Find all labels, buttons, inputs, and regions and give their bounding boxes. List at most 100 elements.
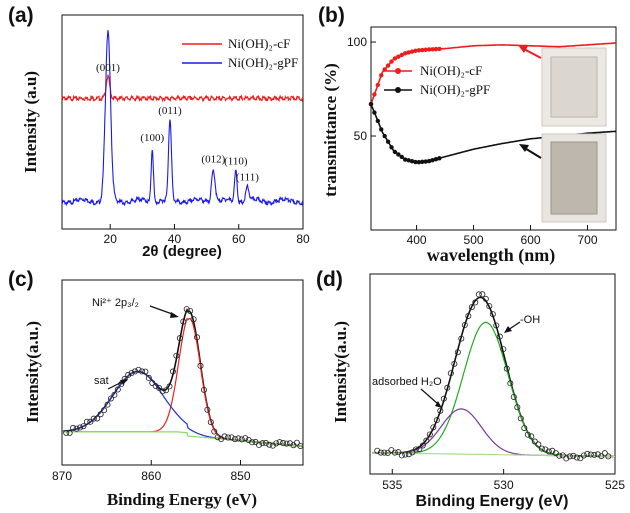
trans-marker-gpf bbox=[402, 157, 408, 162]
xps-data-point bbox=[426, 431, 433, 438]
xps-data-point bbox=[419, 442, 426, 449]
panel-c-x-ticks: 870 860 850 bbox=[52, 460, 251, 483]
xps-data-point bbox=[107, 395, 114, 402]
x-tick-label-400: 400 bbox=[407, 233, 427, 247]
trans-marker-cf bbox=[430, 47, 435, 52]
xps-data-point bbox=[218, 435, 225, 442]
xps-data-point bbox=[101, 407, 108, 414]
xps-data-point bbox=[489, 311, 496, 318]
sample-photo-cf bbox=[541, 47, 607, 127]
photo-arrows bbox=[518, 45, 542, 159]
xps-data-point bbox=[409, 449, 416, 456]
xps-data-point bbox=[269, 442, 276, 449]
xps-data-point bbox=[132, 368, 139, 375]
xps-data-point bbox=[290, 442, 297, 449]
x-tick-label-525: 525 bbox=[605, 478, 625, 492]
panel-a: (a) 20 40 60 80 2θ (degree) Intensity (a.u)… bbox=[8, 4, 310, 260]
xps-data-point bbox=[384, 449, 391, 456]
xps-data-point bbox=[601, 450, 608, 457]
trans-marker-cf bbox=[426, 47, 432, 52]
legend-b-cf-marker bbox=[395, 68, 401, 74]
panel-a-legend: Ni(OH)₂-cF Ni(OH)₂-gPF bbox=[182, 36, 298, 70]
x-tick-label-60: 60 bbox=[232, 232, 246, 246]
xps-data-point bbox=[97, 411, 104, 418]
trans-marker-gpf bbox=[406, 158, 411, 163]
xps-data-point bbox=[204, 406, 211, 413]
xps-data-point bbox=[142, 368, 149, 375]
panel-d-plot bbox=[372, 291, 615, 462]
panel-a-label: (a) bbox=[8, 4, 34, 27]
xps-data-point bbox=[559, 452, 566, 459]
panel-c-plot bbox=[62, 306, 304, 449]
xps-data-point bbox=[461, 322, 468, 329]
xps-data-point bbox=[549, 447, 556, 454]
xps-data-point bbox=[173, 352, 180, 359]
xps-data-point bbox=[111, 391, 118, 398]
xps-data-point bbox=[128, 369, 135, 376]
trans-marker-cf bbox=[396, 54, 401, 59]
xps-data-point bbox=[87, 418, 94, 425]
xps-data-point bbox=[577, 455, 584, 462]
trans-marker-gpf bbox=[392, 149, 398, 155]
trans-marker-cf bbox=[433, 46, 439, 52]
xps-data-point bbox=[238, 436, 245, 443]
xps-data-point bbox=[423, 437, 430, 444]
trans-marker-gpf bbox=[413, 159, 418, 165]
photo-cf-film bbox=[550, 56, 598, 118]
xps-data-point bbox=[283, 440, 290, 447]
trans-marker-gpf bbox=[399, 154, 404, 160]
xps-data-point bbox=[479, 291, 486, 298]
panel-b-frame bbox=[370, 26, 617, 231]
xps-data-point bbox=[138, 368, 145, 375]
xps-data-point bbox=[63, 429, 70, 436]
xps-data-point bbox=[538, 445, 545, 452]
xps-data-point bbox=[594, 451, 601, 458]
panel-a-x-ticks: 20 40 60 80 bbox=[104, 224, 310, 246]
trans-marker-gpf bbox=[420, 159, 425, 165]
trans-marker-cf bbox=[379, 73, 384, 78]
xps-data-point bbox=[528, 433, 535, 440]
legend-a-gpf-label: Ni(OH)₂-gPF bbox=[228, 55, 298, 70]
panel-c-y-title: Intensity(a.u.) bbox=[23, 321, 42, 423]
xps-data-point bbox=[542, 446, 549, 453]
xps-OH-curve bbox=[372, 321, 615, 458]
xps-data-point bbox=[169, 368, 176, 375]
xps-data-point bbox=[207, 419, 214, 426]
trans-marker-gpf bbox=[389, 145, 394, 150]
y-tick-label-50: 50 bbox=[354, 129, 368, 143]
xps-data-point bbox=[190, 316, 197, 323]
xps-data-point bbox=[377, 449, 384, 456]
x-tick-label-850: 850 bbox=[231, 469, 251, 483]
panel-b-label: (b) bbox=[318, 4, 345, 27]
peak-label-2: (011) bbox=[158, 105, 182, 117]
xps-data-point bbox=[605, 453, 612, 460]
xps-data-point bbox=[510, 393, 517, 400]
xps-data-point bbox=[145, 374, 152, 381]
xps-data-point bbox=[70, 424, 77, 431]
xps-data-point bbox=[447, 370, 454, 377]
panel-d-oh-label: -OH bbox=[520, 314, 540, 326]
xps-data-point bbox=[104, 401, 111, 408]
x-tick-label-20: 20 bbox=[104, 232, 118, 246]
trans-marker-cf bbox=[399, 52, 404, 58]
xps-data-point bbox=[587, 451, 594, 458]
xps-data-point bbox=[570, 452, 577, 459]
xps-data-point bbox=[231, 436, 238, 443]
trans-marker-gpf bbox=[423, 159, 428, 164]
trans-marker-cf bbox=[402, 51, 408, 56]
xps-data-point bbox=[211, 428, 218, 435]
legend-a-cf-label: Ni(OH)₂-cF bbox=[228, 36, 290, 51]
xps-data-point bbox=[90, 415, 97, 422]
panel-d-h2o-label: adsorbed H₂O bbox=[372, 376, 442, 388]
xps-data-point bbox=[187, 307, 194, 314]
xrd-series-cf bbox=[61, 74, 304, 103]
x-tick-label-80: 80 bbox=[296, 232, 310, 246]
xps-data-point bbox=[402, 451, 409, 458]
xps-data-point bbox=[500, 346, 507, 353]
xps-data-point bbox=[200, 386, 207, 393]
xps-data-point bbox=[266, 441, 273, 448]
panel-c-sat-arrow bbox=[107, 380, 125, 390]
panel-a-y-title: Intensity (a.u) bbox=[21, 71, 40, 173]
panel-d-h2o-arrow-head bbox=[435, 401, 442, 408]
xps-data-point bbox=[458, 335, 465, 342]
